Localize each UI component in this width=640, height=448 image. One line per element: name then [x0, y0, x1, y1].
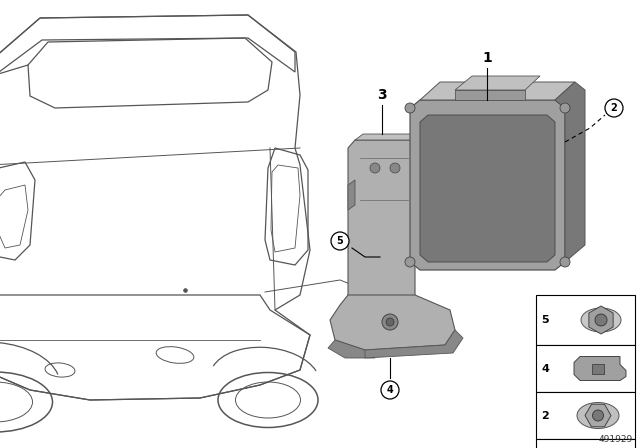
Polygon shape — [455, 90, 525, 100]
Polygon shape — [365, 330, 463, 358]
Circle shape — [405, 257, 415, 267]
FancyBboxPatch shape — [536, 295, 635, 345]
Text: 2: 2 — [611, 103, 618, 113]
Text: 4: 4 — [387, 385, 394, 395]
Circle shape — [595, 314, 607, 326]
Circle shape — [370, 163, 380, 173]
Text: 5: 5 — [337, 236, 344, 246]
Ellipse shape — [581, 308, 621, 332]
Polygon shape — [455, 76, 540, 90]
Polygon shape — [348, 180, 355, 210]
Text: 5: 5 — [541, 315, 548, 325]
Circle shape — [386, 318, 394, 326]
FancyBboxPatch shape — [536, 345, 635, 392]
Polygon shape — [420, 115, 555, 262]
Circle shape — [560, 257, 570, 267]
Text: 3: 3 — [377, 88, 387, 102]
Polygon shape — [348, 140, 415, 318]
Text: 2: 2 — [541, 410, 548, 421]
Circle shape — [382, 314, 398, 330]
Circle shape — [405, 103, 415, 113]
Circle shape — [390, 163, 400, 173]
Circle shape — [560, 103, 570, 113]
Text: 491929: 491929 — [599, 435, 633, 444]
Polygon shape — [555, 82, 585, 262]
Polygon shape — [592, 363, 604, 374]
Polygon shape — [328, 340, 375, 358]
Text: 4: 4 — [541, 363, 549, 374]
FancyBboxPatch shape — [536, 392, 635, 439]
Polygon shape — [420, 82, 575, 100]
Circle shape — [593, 410, 604, 421]
Circle shape — [381, 381, 399, 399]
Polygon shape — [410, 100, 565, 270]
Circle shape — [605, 99, 623, 117]
Text: 1: 1 — [482, 51, 492, 65]
FancyBboxPatch shape — [536, 439, 635, 448]
Polygon shape — [574, 357, 626, 380]
Polygon shape — [355, 134, 420, 140]
Circle shape — [331, 232, 349, 250]
Ellipse shape — [577, 402, 619, 428]
Polygon shape — [330, 295, 455, 350]
